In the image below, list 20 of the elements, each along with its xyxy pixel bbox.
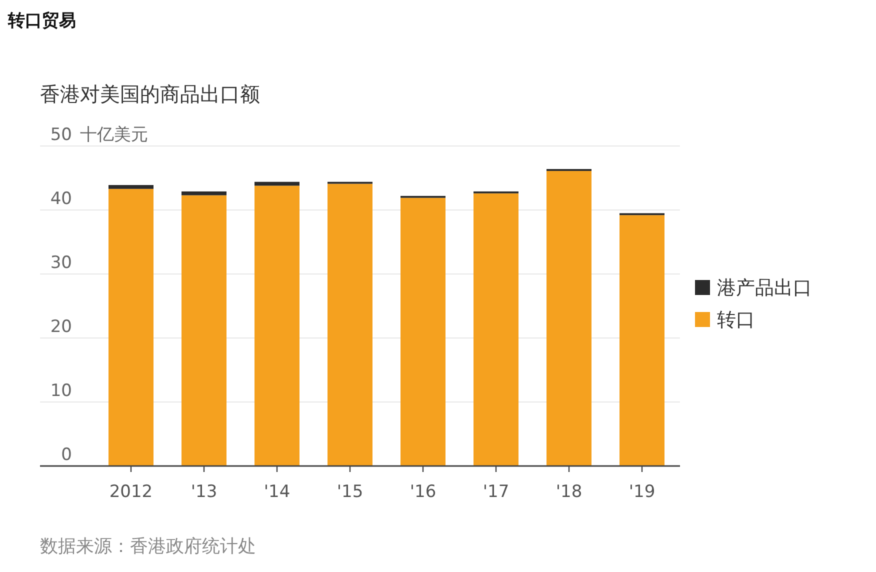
x-tick-label: 2012 (109, 482, 153, 502)
chart-title: 转口贸易 (7, 11, 76, 31)
x-tick-label: '16 (410, 482, 436, 502)
source-note: 数据来源：香港政府统计处 (40, 536, 256, 557)
x-tick-label: '19 (628, 482, 656, 502)
legend-label: 转口 (717, 309, 755, 331)
y-axis-title: 十亿美元 (80, 125, 148, 145)
y-tick-label: 10 (50, 381, 72, 401)
y-tick-label: 40 (50, 189, 72, 209)
x-tick-label: '14 (264, 482, 290, 502)
y-tick-label: 20 (50, 317, 72, 337)
x-tick-label: '18 (556, 482, 582, 502)
x-tick-label: '15 (336, 482, 364, 502)
chart-subtitle: 香港对美国的商品出口额 (40, 82, 260, 106)
legend-label: 港产品出口 (717, 277, 812, 299)
y-tick-label: 30 (50, 253, 72, 273)
x-tick-label: '17 (482, 482, 510, 502)
x-tick-label: '13 (190, 482, 218, 502)
y-tick-label: 50 (50, 125, 72, 145)
y-tick-label: 0 (61, 445, 72, 465)
